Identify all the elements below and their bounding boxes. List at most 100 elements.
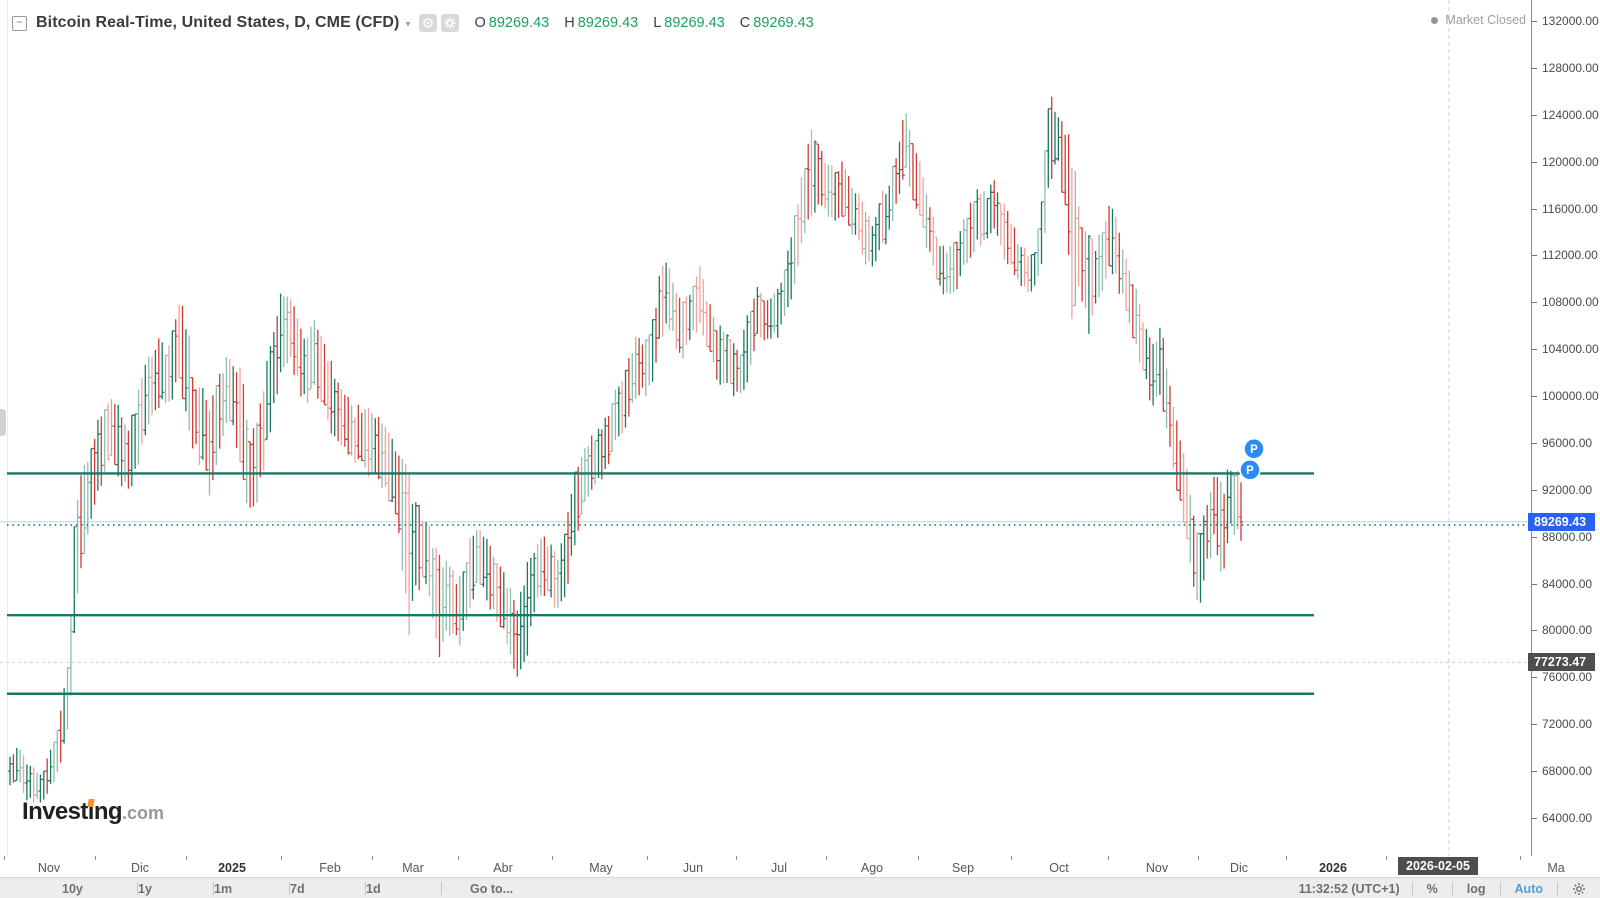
price-tick-mark: [1532, 724, 1537, 726]
time-tick-label: Mar: [402, 861, 424, 875]
high-label: H: [564, 15, 575, 31]
price-tick-mark: [1532, 208, 1537, 210]
time-tick-mark: [1286, 856, 1287, 860]
time-axis[interactable]: Nov Dic 2025 Feb Mar Abr May Jun Jul Ago Sep Oct Nov…: [0, 856, 1600, 877]
price-tick-mark: [1532, 583, 1537, 585]
range-1y-button[interactable]: 1y: [138, 881, 152, 896]
chart-settings-gear-icon[interactable]: [1558, 882, 1586, 896]
range-1d-button[interactable]: 1d: [366, 881, 381, 896]
alert-price-tag: 77273.47: [1528, 653, 1595, 672]
ohlc-readout: O 89269.43 H 89269.43 L 89269.43 C 89269.43: [474, 15, 813, 31]
price-tick-mark: [1532, 677, 1537, 679]
go-to-button[interactable]: Go to...: [470, 881, 514, 896]
price-tick-label: 88000.00: [1542, 529, 1593, 544]
time-tick-label: 2026: [1319, 861, 1347, 875]
svg-text:P: P: [1246, 465, 1254, 477]
time-tick-mark: [647, 856, 648, 860]
open-label: O: [474, 15, 486, 31]
time-tick-mark: [917, 856, 919, 860]
price-tick-mark: [1532, 489, 1537, 491]
time-tick-mark: [186, 856, 187, 860]
collapse-panel-icon[interactable]: −: [12, 15, 27, 31]
market-status-label: Market Closed: [1445, 13, 1526, 27]
low-label: L: [653, 15, 662, 31]
close-value: 89269.43: [753, 15, 814, 31]
time-tick-mark: [458, 856, 459, 860]
bars-up-dark: [8, 108, 1233, 803]
price-axis-line: [1531, 0, 1532, 856]
divider: [289, 882, 290, 895]
time-tick-label: Nov: [1145, 861, 1169, 875]
price-axis[interactable]: 132000.00 128000.00 124000.00 120000.00 1160…: [1528, 0, 1600, 856]
left-drag-handle-icon[interactable]: [0, 409, 6, 436]
price-tick-label: 68000.00: [1542, 764, 1593, 779]
price-tick-mark: [1532, 630, 1537, 632]
bottom-toolbar: 10y 1y 1m 7d 1d Go to... 11:32:52 (UTC+1…: [0, 877, 1600, 898]
price-tick-label: 76000.00: [1542, 670, 1593, 685]
price-tick-label: 72000.00: [1542, 717, 1593, 732]
time-tick-label: 2025: [218, 861, 246, 875]
high-value: 89269.43: [577, 15, 639, 31]
price-tick-mark: [1532, 21, 1537, 22]
range-7d-button[interactable]: 7d: [290, 881, 305, 896]
position-marker-2[interactable]: P: [1239, 459, 1261, 481]
price-chart-canvas[interactable]: PP: [0, 0, 1531, 856]
price-tick-label: 132000.00: [1542, 14, 1599, 28]
time-tick-mark: [4, 856, 5, 860]
auto-scale-button[interactable]: Auto: [1514, 881, 1543, 896]
price-tick-mark: [1532, 161, 1537, 163]
divider: [441, 882, 442, 895]
status-dot-icon: [1431, 16, 1439, 24]
price-tick-label: 64000.00: [1542, 811, 1593, 825]
market-status: Market Closed: [1431, 13, 1526, 27]
range-1m-button[interactable]: 1m: [214, 881, 233, 896]
low-value: 89269.43: [664, 15, 725, 31]
bars-up-light: [18, 113, 1237, 800]
close-label: C: [739, 15, 751, 31]
divider: [1411, 882, 1413, 895]
instrument-title: Bitcoin Real-Time, United States, D, CME…: [36, 14, 400, 31]
time-tick-mark: [1198, 856, 1199, 860]
price-tick-label: 124000.00: [1542, 107, 1599, 122]
svg-text:P: P: [1250, 444, 1258, 456]
time-tick-mark: [1108, 856, 1109, 860]
time-tick-label: Ma: [1547, 861, 1565, 875]
range-buttons: 10y 1y 1m 7d 1d: [0, 882, 442, 896]
price-tick-label: 92000.00: [1542, 482, 1593, 497]
time-tick-label: Nov: [37, 861, 61, 875]
price-tick-mark: [1532, 818, 1537, 819]
log-scale-button[interactable]: log: [1466, 881, 1486, 896]
price-tick-mark: [1532, 442, 1537, 444]
time-tick-label: Dic: [1229, 861, 1249, 875]
logo-wordmark: Investing: [22, 798, 123, 825]
bars-down-light: [21, 129, 1240, 803]
divider: [1557, 882, 1558, 895]
range-10y-button[interactable]: 10y: [62, 881, 83, 896]
snapshot-icon[interactable]: [419, 14, 438, 32]
time-tick-label: Ago: [860, 861, 884, 875]
time-tick-mark: [1011, 856, 1012, 860]
settings-icon[interactable]: [441, 14, 460, 32]
price-tick-mark: [1532, 67, 1537, 69]
toolbar-right: 11:32:52 (UTC+1) % log Auto: [1299, 882, 1600, 896]
time-tick-label: Jul: [771, 861, 787, 875]
time-tick-label: Abr: [493, 861, 513, 875]
time-tick-mark: [736, 856, 737, 860]
investing-logo: Investing.com: [22, 798, 164, 826]
time-tick-label: Oct: [1049, 861, 1069, 875]
price-tick-label: 100000.00: [1542, 389, 1599, 404]
price-tick-label: 104000.00: [1542, 342, 1599, 357]
price-tick-label: 112000.00: [1542, 248, 1598, 263]
percent-scale-button[interactable]: %: [1426, 881, 1438, 896]
time-tick-mark: [281, 856, 282, 860]
position-marker-1[interactable]: P: [1243, 438, 1265, 460]
time-tick-mark: [94, 856, 96, 860]
price-tick-mark: [1532, 255, 1537, 257]
price-tick-mark: [1532, 771, 1537, 773]
price-tick-label: 96000.00: [1542, 435, 1593, 450]
expiry-date-badge: 2026-02-05: [1398, 857, 1478, 875]
time-tick-label: Feb: [319, 861, 341, 875]
chevron-down-icon[interactable]: ▾: [405, 18, 411, 30]
